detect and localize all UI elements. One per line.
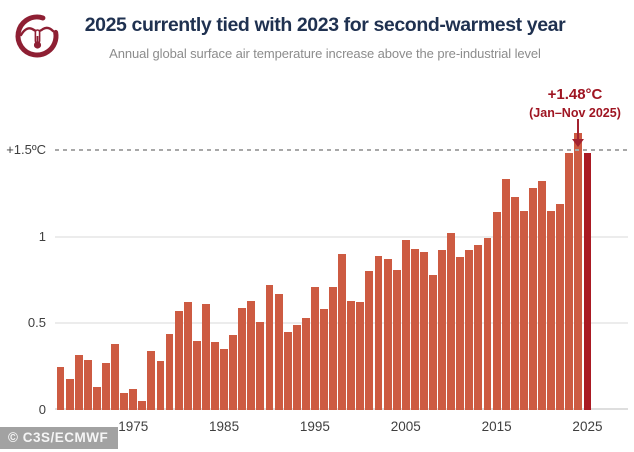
bar-2006 — [410, 248, 419, 410]
y-tick-label: 0.5 — [27, 315, 46, 331]
bar-1988 — [247, 300, 256, 410]
chart-subtitle: Annual global surface air temperature in… — [109, 46, 541, 61]
bar-2013 — [474, 245, 483, 410]
x-tick-label: 2025 — [572, 419, 603, 434]
bar-2023 — [565, 153, 574, 410]
bar-2024 — [574, 132, 583, 410]
bar-1993 — [292, 325, 301, 410]
x-tick-label: 1985 — [209, 419, 240, 434]
annotation-arrow-icon — [577, 119, 579, 140]
gridline — [55, 235, 628, 238]
annotation-arrowhead-icon — [572, 139, 584, 147]
bar-1983 — [201, 304, 210, 410]
x-tick-label: 1975 — [118, 419, 149, 434]
y-tick-label: +1.5ºC — [6, 141, 46, 157]
bar-2025 — [583, 153, 592, 410]
bar-1981 — [183, 302, 192, 410]
bar-1986 — [229, 335, 238, 410]
annotation-value: +1.48°C — [547, 86, 603, 103]
bar-2019 — [528, 188, 537, 410]
bar-2022 — [556, 203, 565, 410]
chart-header: 2025 currently tied with 2023 for second… — [60, 14, 590, 61]
bar-1970 — [83, 359, 92, 410]
bar-2017 — [510, 196, 519, 410]
bar-1991 — [274, 293, 283, 410]
bar-1967 — [56, 366, 65, 410]
x-tick-label: 2005 — [390, 419, 421, 434]
bar-2007 — [419, 252, 428, 410]
bar-2014 — [483, 238, 492, 410]
bar-1998 — [338, 253, 347, 410]
bar-1977 — [147, 351, 156, 410]
bar-1975 — [129, 389, 138, 410]
bar-1979 — [165, 333, 174, 410]
bar-1997 — [329, 286, 338, 410]
bar-2016 — [501, 179, 510, 410]
bar-2020 — [538, 181, 546, 410]
x-tick-label: 2015 — [481, 419, 512, 434]
bar-1980 — [174, 311, 183, 410]
bar-1996 — [320, 309, 328, 410]
bar-1969 — [74, 354, 83, 410]
bar-1987 — [238, 307, 247, 410]
x-tick-label: 1995 — [299, 419, 330, 434]
bar-2004 — [392, 269, 401, 410]
bar-1985 — [220, 349, 228, 410]
bar-2005 — [401, 240, 410, 410]
bar-1968 — [65, 378, 74, 410]
bar-2021 — [547, 210, 556, 410]
bar-1971 — [92, 387, 101, 410]
bar-1990 — [265, 285, 274, 410]
bar-2008 — [429, 274, 437, 410]
bar-2010 — [447, 233, 456, 410]
bar-1972 — [102, 363, 110, 410]
bar-2001 — [365, 271, 374, 410]
bar-2011 — [456, 257, 465, 410]
annotation-period: (Jan–Nov 2025) — [529, 106, 621, 120]
bar-2009 — [438, 250, 447, 410]
bar-1999 — [347, 300, 356, 410]
threshold-line-1-5c — [55, 148, 628, 151]
bar-1995 — [310, 286, 319, 410]
bar-1994 — [301, 318, 310, 410]
bar-2002 — [374, 255, 383, 410]
source-credit-badge: © C3S/ECMWF — [0, 427, 119, 449]
bar-2015 — [492, 212, 501, 410]
peak-annotation: +1.48°C (Jan–Nov 2025) — [513, 86, 634, 120]
bar-1974 — [120, 392, 129, 410]
bar-2018 — [519, 210, 528, 410]
bar-1992 — [283, 331, 292, 410]
bar-1982 — [192, 340, 201, 410]
bar-2003 — [383, 259, 392, 410]
bar-1976 — [138, 401, 147, 410]
y-tick-label: 0 — [38, 402, 46, 417]
y-tick-label: 1 — [38, 228, 46, 244]
chart-title: 2025 currently tied with 2023 for second… — [84, 14, 566, 36]
bar-1978 — [156, 361, 165, 410]
c3s-climate-logo-icon — [15, 14, 59, 58]
bar-1989 — [256, 321, 265, 410]
bar-2012 — [465, 250, 474, 410]
bar-1973 — [111, 344, 119, 410]
bar-1984 — [211, 342, 219, 410]
bar-2000 — [356, 302, 365, 410]
